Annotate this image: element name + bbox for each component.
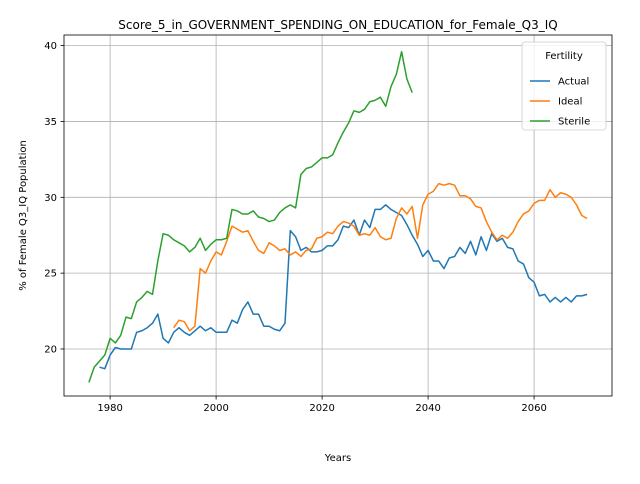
legend-entries: Actual Ideal Sterile (530, 77, 590, 128)
legend-label-sterile: Sterile (558, 117, 590, 128)
y-tick-label: 30 (44, 193, 57, 204)
y-tick-label: 40 (44, 41, 57, 52)
legend-title: Fertility (545, 51, 583, 62)
plot-frame (63, 34, 613, 397)
x-tick-label: 2000 (203, 403, 228, 414)
legend-label-actual: Actual (558, 77, 589, 88)
y-tick-label: 20 (44, 344, 57, 355)
legend: Fertility Actual Ideal Sterile (521, 41, 607, 131)
legend-box (521, 41, 607, 131)
plot-lines (88, 50, 588, 383)
x-tick-label: 2060 (521, 403, 546, 414)
axis-ticks: 1980 2000 2020 2040 2060 20 25 30 35 40 (44, 41, 547, 414)
x-tick-label: 1980 (97, 403, 122, 414)
x-axis-label: Years (324, 453, 351, 464)
series-line-sterile (88, 50, 413, 383)
grid (64, 35, 612, 396)
x-tick-label: 2040 (415, 403, 440, 414)
x-tick-label: 2020 (309, 403, 334, 414)
series-line-actual (99, 204, 588, 370)
y-tick-label: 35 (44, 117, 57, 128)
y-tick-label: 25 (44, 269, 57, 280)
series-line-ideal (173, 182, 588, 332)
y-axis-label: % of Female Q3_IQ Population (18, 140, 29, 291)
chart-title: Score_5_in_GOVERNMENT_SPENDING_ON_EDUCAT… (118, 18, 557, 32)
legend-label-ideal: Ideal (558, 97, 582, 108)
